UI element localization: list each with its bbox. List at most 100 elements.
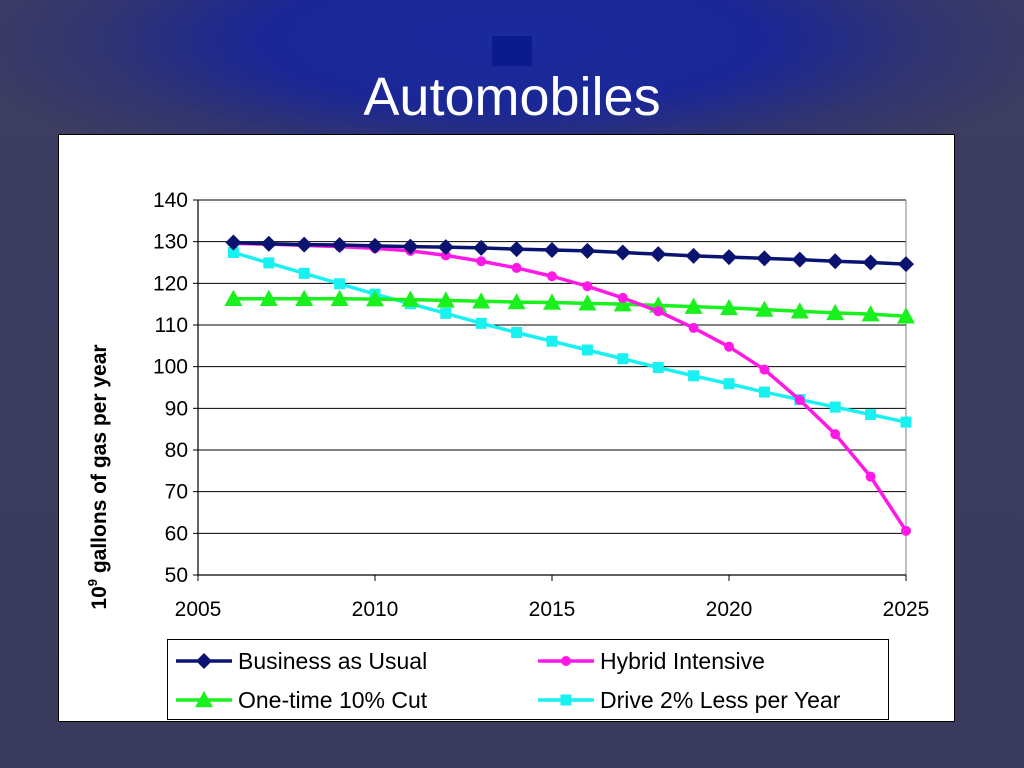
data-point bbox=[830, 429, 841, 440]
data-point bbox=[652, 362, 664, 373]
legend-key-marker bbox=[195, 691, 213, 708]
series-one-time-10-cut bbox=[224, 289, 915, 324]
series-drive-2-less-per-year bbox=[227, 247, 912, 428]
data-point bbox=[653, 306, 664, 317]
chart-panel: 50 60 70 80 90 100 110 120 130 140 2005 2010 2015 202… bbox=[58, 134, 955, 722]
y-tick-label: 110 bbox=[155, 314, 188, 337]
data-point bbox=[898, 256, 914, 273]
legend-item: Drive 2% Less per Year bbox=[538, 681, 840, 719]
data-point bbox=[473, 239, 490, 256]
data-point bbox=[296, 236, 313, 253]
data-point bbox=[688, 322, 699, 333]
data-point bbox=[579, 242, 596, 259]
data-point bbox=[440, 307, 452, 319]
series-layer bbox=[224, 234, 915, 536]
legend-label: One-time 10% Cut bbox=[238, 686, 428, 713]
data-point bbox=[827, 253, 844, 270]
data-point bbox=[865, 409, 877, 421]
y-tick-label: 130 bbox=[153, 231, 188, 254]
data-point bbox=[511, 327, 523, 338]
legend-label: Hybrid Intensive bbox=[600, 647, 765, 674]
data-point bbox=[862, 254, 879, 271]
data-point bbox=[507, 293, 526, 310]
legend-key-marker bbox=[561, 656, 571, 666]
line-chart: 50 60 70 80 90 100 110 120 130 140 2005 2010 2015 202… bbox=[85, 189, 929, 621]
data-point bbox=[650, 246, 667, 263]
data-point bbox=[367, 237, 383, 254]
legend-label: Business as Usual bbox=[238, 647, 428, 674]
data-point bbox=[688, 370, 700, 382]
data-point bbox=[581, 344, 593, 356]
legend-label: Drive 2% Less per Year bbox=[600, 686, 841, 713]
data-point bbox=[755, 300, 774, 317]
data-point bbox=[263, 257, 275, 269]
data-point bbox=[900, 416, 912, 428]
data-point bbox=[511, 262, 522, 273]
data-point bbox=[791, 251, 808, 268]
data-point bbox=[794, 395, 805, 405]
data-point bbox=[547, 271, 557, 282]
title-accent-block bbox=[492, 36, 532, 66]
data-point bbox=[720, 298, 738, 316]
data-point bbox=[437, 239, 454, 256]
data-point bbox=[259, 289, 278, 306]
legend-key-square-icon bbox=[538, 694, 594, 706]
x-tick-label: 2005 bbox=[175, 598, 222, 621]
data-point bbox=[440, 250, 451, 261]
x-tick-label: 2020 bbox=[706, 598, 753, 621]
legend-item: Hybrid Intensive bbox=[538, 642, 765, 680]
data-point bbox=[617, 353, 629, 365]
series-business-as-usual bbox=[225, 234, 914, 273]
data-point bbox=[227, 247, 239, 258]
data-point bbox=[475, 317, 487, 329]
series-line bbox=[232, 250, 907, 424]
data-point bbox=[724, 341, 734, 352]
legend-key-circle-icon bbox=[538, 656, 594, 666]
legend-key-triangle-icon bbox=[176, 691, 232, 708]
data-point bbox=[758, 386, 770, 398]
data-point bbox=[544, 242, 560, 258]
legend-item: One-time 10% Cut bbox=[176, 681, 427, 719]
data-point bbox=[861, 305, 880, 322]
data-point bbox=[331, 237, 348, 253]
data-point bbox=[614, 244, 631, 261]
data-point bbox=[224, 289, 243, 306]
y-tick-label: 140 bbox=[153, 189, 188, 212]
y-tick-label: 120 bbox=[153, 272, 188, 295]
legend-key-diamond-icon bbox=[176, 653, 232, 669]
y-tick-label: 70 bbox=[165, 481, 188, 504]
data-point bbox=[508, 241, 525, 258]
axes: 50 60 70 80 90 100 110 120 130 140 2005 2010 2015 202… bbox=[153, 189, 929, 621]
data-point bbox=[543, 293, 561, 310]
data-point bbox=[617, 292, 628, 303]
data-point bbox=[436, 291, 455, 308]
data-point bbox=[685, 247, 702, 264]
data-point bbox=[476, 256, 487, 267]
data-point bbox=[684, 297, 703, 314]
data-point bbox=[330, 289, 349, 306]
slide-title: Automobiles bbox=[363, 67, 661, 127]
data-point bbox=[613, 295, 632, 312]
y-tick-label: 80 bbox=[165, 439, 188, 462]
data-point bbox=[829, 401, 841, 413]
legend-key-marker bbox=[560, 694, 572, 706]
data-point bbox=[546, 335, 558, 347]
data-point bbox=[298, 267, 310, 279]
data-point bbox=[472, 292, 491, 309]
y-tick-label: 100 bbox=[153, 356, 188, 379]
data-point bbox=[225, 234, 242, 251]
data-point bbox=[756, 250, 773, 267]
data-point bbox=[721, 249, 737, 266]
y-tick-label: 50 bbox=[165, 564, 188, 587]
data-point bbox=[901, 525, 911, 536]
legend-item: Business as Usual bbox=[176, 642, 427, 680]
data-point bbox=[578, 294, 597, 311]
x-tick-label: 2010 bbox=[352, 598, 399, 621]
data-point bbox=[295, 289, 314, 306]
y-tick-label: 90 bbox=[165, 397, 188, 420]
series-line bbox=[233, 297, 907, 318]
data-point bbox=[401, 290, 420, 307]
legend: Business as Usual Hybrid Intensive One-tim… bbox=[167, 639, 889, 720]
data-point bbox=[260, 235, 277, 252]
x-tick-label: 2025 bbox=[883, 598, 930, 621]
